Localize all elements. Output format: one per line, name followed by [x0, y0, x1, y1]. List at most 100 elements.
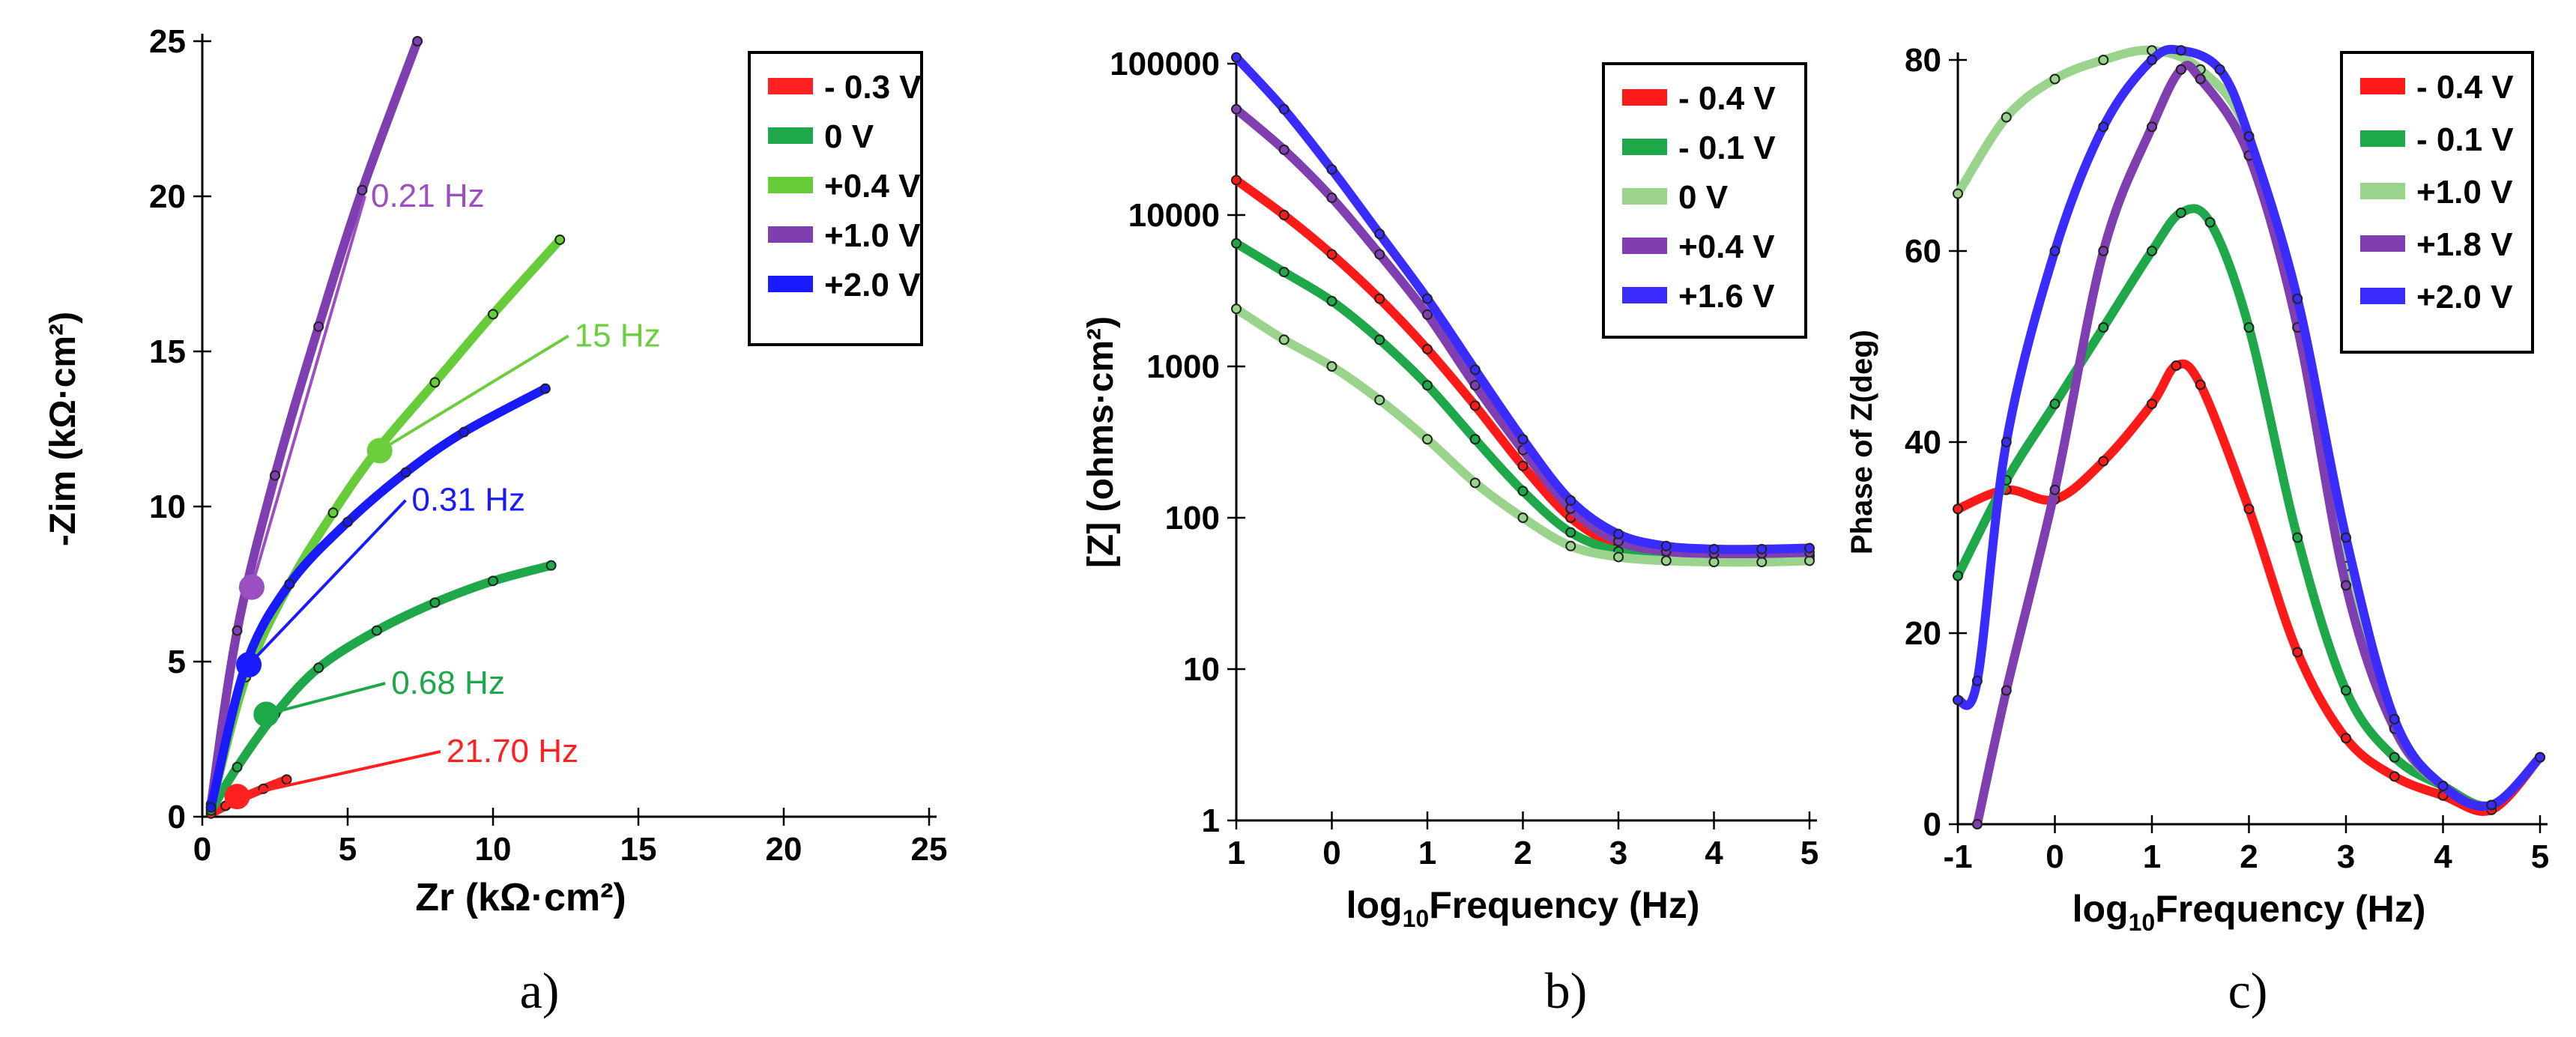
- data-point: [2389, 771, 2400, 782]
- frequency-marker: [238, 574, 264, 600]
- data-point: [342, 516, 353, 527]
- data-point: [1613, 551, 1624, 563]
- frequency-marker: [366, 438, 393, 464]
- data-point: [1469, 380, 1481, 391]
- data-point: [2171, 360, 2182, 371]
- legend-label: - 0.3 V: [824, 69, 922, 106]
- data-point: [1971, 675, 1983, 686]
- data-point: [2098, 246, 2109, 256]
- data-point: [2175, 64, 2186, 75]
- data-point: [1469, 477, 1481, 489]
- data-point: [2341, 685, 2351, 696]
- x-tick-label: 2: [2240, 838, 2258, 875]
- data-point: [2341, 733, 2351, 744]
- y-tick-label: 5: [168, 644, 186, 680]
- data-point: [1613, 528, 1624, 539]
- data-point: [1953, 504, 1963, 515]
- data-point: [1374, 334, 1385, 345]
- legend-label: +1.8 V: [2416, 226, 2513, 263]
- data-point: [1231, 175, 1242, 186]
- data-point: [2001, 112, 2012, 123]
- legend: - 0.4 V - 0.1 V 0 V +0.4 V +1.6 V: [1602, 62, 1807, 339]
- data-point: [1565, 495, 1576, 506]
- y-tick-label: 20: [149, 178, 186, 215]
- data-point: [1326, 192, 1337, 203]
- y-tick-label: 10: [1183, 651, 1220, 688]
- data-point: [554, 234, 566, 245]
- x-tick-label: 4: [2434, 838, 2452, 875]
- y-tick-label: 10000: [1128, 197, 1220, 234]
- data-point: [1517, 513, 1529, 523]
- data-point: [2098, 121, 2109, 133]
- frequency-marker: [236, 652, 262, 678]
- data-point: [1517, 460, 1529, 471]
- data-point: [1756, 543, 1768, 554]
- data-point: [1231, 103, 1242, 115]
- legend-label: +0.4 V: [824, 168, 921, 205]
- y-tick-label: 10: [149, 489, 186, 525]
- x-tick-label: 10: [475, 831, 512, 868]
- frequency-label: 15 Hz: [575, 317, 661, 354]
- data-point: [284, 578, 295, 590]
- legend-label: +0.4 V: [1678, 229, 1775, 265]
- data-point: [459, 426, 470, 438]
- data-point: [1517, 486, 1529, 497]
- data-point: [2195, 379, 2206, 390]
- data-point: [1422, 434, 1433, 445]
- frequency-label: 0.31 Hz: [411, 482, 525, 518]
- data-point: [1469, 434, 1481, 445]
- marker-leader-line: [378, 334, 569, 453]
- x-tick-label: 4: [1705, 835, 1723, 871]
- data-point: [327, 507, 339, 518]
- data-point: [2243, 131, 2255, 142]
- data-point: [232, 761, 243, 773]
- marker-leader-line: [237, 750, 441, 799]
- data-point: [2175, 45, 2186, 56]
- data-point: [2292, 647, 2303, 658]
- marker-leader-line: [247, 499, 407, 666]
- data-point: [1422, 309, 1433, 320]
- x-tick-label: 20: [766, 831, 802, 868]
- frequency-marker: [253, 701, 279, 728]
- y-tick-label: 1: [1202, 802, 1220, 839]
- data-point: [488, 309, 498, 320]
- data-point: [2098, 322, 2109, 333]
- data-point: [281, 774, 292, 785]
- data-point: [1953, 570, 1963, 581]
- legend-label: +2.0 V: [2416, 279, 2513, 315]
- data-point: [1804, 542, 1815, 554]
- x-axis-label: Zr (kΩ·cm²): [415, 876, 626, 919]
- data-point: [1278, 334, 1289, 345]
- data-point: [1374, 229, 1385, 240]
- panel-caption: a): [520, 962, 560, 1019]
- data-point: [1278, 210, 1289, 220]
- legend: - 0.4 V - 0.1 V +1.0 V +1.8 V +2.0 V: [2340, 51, 2534, 354]
- x-tick-label: 1: [1227, 835, 1245, 871]
- data-point: [429, 377, 441, 388]
- legend-label: - 0.4 V: [2416, 69, 2514, 106]
- data-point: [1374, 249, 1385, 260]
- legend-label: - 0.1 V: [2416, 121, 2514, 158]
- x-tick-label: 1: [2143, 838, 2161, 875]
- y-axis-label: [Z] (ohms·cm²): [1081, 316, 1121, 568]
- series-line-1: [1953, 204, 2545, 811]
- data-point: [2195, 73, 2206, 85]
- data-point: [1469, 364, 1481, 375]
- data-point: [1278, 103, 1289, 115]
- data-point: [2214, 64, 2225, 75]
- panel-caption: b): [1545, 962, 1588, 1019]
- data-point: [2147, 121, 2157, 133]
- data-point: [2001, 685, 2012, 696]
- data-point: [545, 560, 557, 571]
- series-line-1: [206, 560, 556, 815]
- series-line-4: [1232, 52, 1814, 554]
- data-point: [2204, 217, 2216, 228]
- x-tick-label: 5: [2531, 838, 2549, 875]
- x-tick-label: 0: [2046, 838, 2063, 875]
- marker-leader-line: [265, 682, 386, 716]
- y-axis-label: -Zim (kΩ·cm²): [43, 312, 83, 546]
- panel-a: 0 5 10 15 20 25 0 5 10 15 20 25 Zr (kΩ·cm²) -Zim (kΩ·…: [43, 23, 947, 1019]
- data-point: [2437, 781, 2449, 791]
